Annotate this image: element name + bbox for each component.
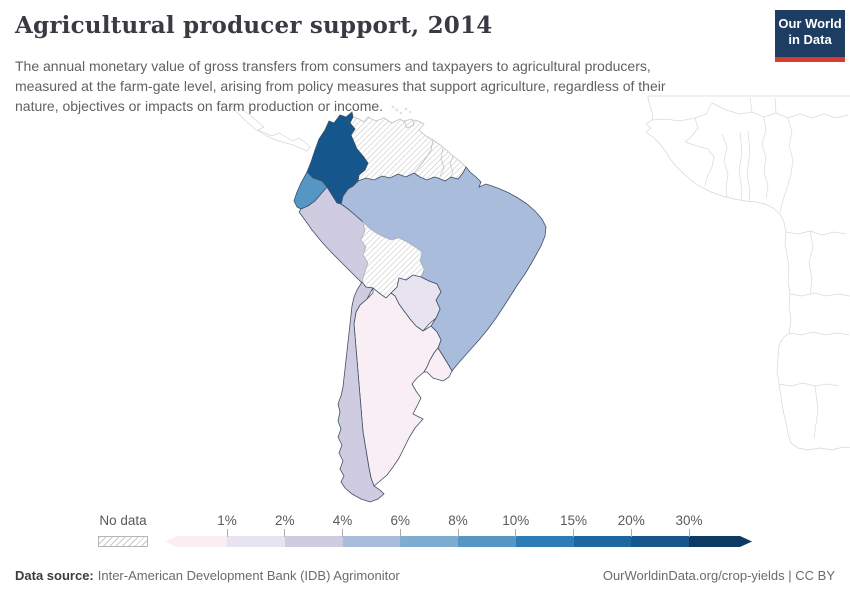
legend-segment[interactable] xyxy=(343,536,401,547)
border-guyana-suriname xyxy=(439,147,445,177)
owid-credit-link[interactable]: OurWorldinData.org/crop-yields | CC BY xyxy=(602,568,835,583)
data-source-label: Data source: xyxy=(15,568,94,583)
country-trinidad[interactable] xyxy=(403,118,415,129)
legend-tick-label: 2% xyxy=(274,513,295,528)
country-chile[interactable] xyxy=(337,281,385,503)
legend-tick-label: 15% xyxy=(559,513,588,528)
legend-no-data-label: No data xyxy=(99,513,147,528)
chart-subtitle: The annual monetary value of gross trans… xyxy=(15,56,666,116)
legend-segment[interactable] xyxy=(516,536,574,547)
chart-footer: Data source: Inter-American Development B… xyxy=(15,568,835,583)
data-source-value: Inter-American Development Bank (IDB) Ag… xyxy=(97,568,400,583)
legend-tick xyxy=(226,529,228,537)
legend-bar xyxy=(165,536,752,547)
owid-logo-line2: in Data xyxy=(788,32,832,47)
legend-segment[interactable] xyxy=(574,536,632,547)
legend-tick-label: 1% xyxy=(217,513,237,528)
subtitle-line-2: measured at the farm-gate level, arising… xyxy=(15,78,666,94)
legend-tick-label: 4% xyxy=(332,513,353,528)
data-source-line: Data source: Inter-American Development B… xyxy=(15,568,400,583)
legend-tick xyxy=(630,529,632,537)
legend-segment[interactable] xyxy=(165,536,227,547)
subtitle-line-3: nature, objectives or impacts on farm pr… xyxy=(15,98,384,114)
legend-segment[interactable] xyxy=(689,536,752,547)
africa-borders xyxy=(651,97,850,439)
countries-layer xyxy=(293,111,547,503)
legend-tick-label: 8% xyxy=(448,513,468,528)
legend-tick xyxy=(515,529,517,537)
legend-tick xyxy=(399,529,401,537)
legend-tick-label: 30% xyxy=(675,513,703,528)
legend-tick xyxy=(342,529,343,537)
legend-tick xyxy=(284,529,286,537)
legend-tick xyxy=(573,529,574,537)
legend-tick-label: 20% xyxy=(617,513,645,528)
legend-tick xyxy=(457,529,459,537)
legend-tick-label: 6% xyxy=(390,513,411,528)
subtitle-line-1: The annual monetary value of gross trans… xyxy=(15,58,651,74)
legend-no-data-swatch[interactable] xyxy=(98,536,148,547)
legend-tick xyxy=(688,529,690,537)
central-america-outline xyxy=(229,105,311,152)
country-uruguay[interactable] xyxy=(423,347,453,382)
border-suriname-french-guiana xyxy=(449,155,454,179)
owid-logo[interactable]: Our World in Data xyxy=(775,10,845,62)
page-title: Agricultural producer support, 2014 xyxy=(15,12,493,39)
legend-segment[interactable] xyxy=(631,536,689,547)
legend-segment[interactable] xyxy=(458,536,516,547)
africa-outline xyxy=(229,95,850,451)
legend-segment[interactable] xyxy=(227,536,285,547)
legend-segment[interactable] xyxy=(400,536,458,547)
legend-segment[interactable] xyxy=(285,536,343,547)
lesser-antilles-islands xyxy=(391,105,412,115)
owid-logo-line1: Our World xyxy=(778,16,842,31)
legend-tick-label: 10% xyxy=(502,513,530,528)
